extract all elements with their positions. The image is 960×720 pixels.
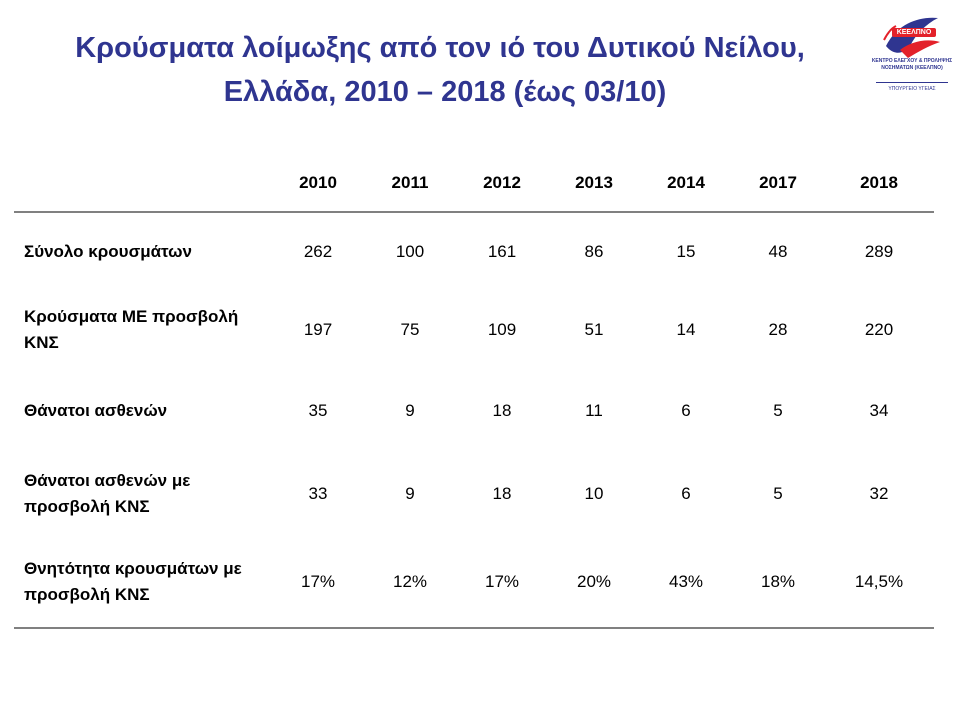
table-cell: 6 bbox=[681, 401, 691, 420]
logo-name: ΚΕΕΛΠΝΟ bbox=[892, 28, 936, 37]
table-cell: 28 bbox=[768, 320, 788, 339]
table-row: Κρούσματα ΜΕ προσβολή ΚΝΣ 197 75 109 51 … bbox=[14, 290, 934, 370]
header-row: 2010 2011 2012 2013 2014 2017 2018 bbox=[14, 155, 934, 213]
table-cell: 197 bbox=[303, 320, 333, 339]
table-cell: 17% bbox=[456, 536, 548, 629]
logo-ministry: ΥΠΟΥΡΓΕΙΟ ΥΓΕΙΑΣ bbox=[888, 86, 936, 92]
table-cell: 20% bbox=[548, 536, 640, 629]
logo-divider bbox=[876, 82, 948, 83]
header-year: 2010 bbox=[272, 155, 364, 213]
table-cell: 17% bbox=[272, 536, 364, 629]
table-cell: 262 bbox=[303, 241, 333, 261]
row-label: Κρούσματα ΜΕ προσβολή ΚΝΣ bbox=[24, 307, 239, 352]
table-cell: 10 bbox=[584, 484, 604, 503]
table-cell: 86 bbox=[584, 241, 604, 261]
slide-title: Κρούσματα λοίμωξης από τον ιό του Δυτικο… bbox=[0, 26, 880, 114]
table-cell: 15 bbox=[676, 241, 696, 261]
header-year: 2011 bbox=[364, 155, 456, 213]
table-cell: 5 bbox=[773, 401, 783, 420]
table-cell: 75 bbox=[400, 320, 420, 339]
keelpno-logo: ΚΕΕΛΠΝΟ ΚΕΝΤΡΟ ΕΛΕΓΧΟΥ & ΠΡΟΛΗΨΗΣ ΝΟΣΗΜΑ… bbox=[866, 6, 958, 98]
table-cell: 100 bbox=[395, 241, 425, 261]
table-cell: 11 bbox=[585, 401, 603, 420]
table-cell: 12% bbox=[364, 536, 456, 629]
table-cell: 18 bbox=[492, 484, 512, 503]
row-label: Θνητότητα κρουσμάτων με προσβολή ΚΝΣ bbox=[14, 536, 272, 629]
table-cell: 51 bbox=[584, 320, 604, 339]
table-cell: 35 bbox=[308, 401, 328, 420]
title-line-1: Κρούσματα λοίμωξης από τον ιό του Δυτικο… bbox=[75, 32, 805, 64]
title-line-2: Ελλάδα, 2010 – 2018 (έως 03/10) bbox=[223, 76, 667, 108]
header-year: 2013 bbox=[548, 155, 640, 213]
wnv-cases-table: 2010 2011 2012 2013 2014 2017 2018 Σύνολ… bbox=[14, 155, 934, 629]
table-cell: 18% bbox=[732, 536, 824, 629]
table-cell: 32 bbox=[869, 484, 889, 503]
row-label: Θάνατοι ασθενών bbox=[24, 401, 168, 420]
table-cell: 9 bbox=[405, 484, 415, 503]
table-cell: 34 bbox=[869, 401, 889, 420]
table-row: Θάνατοι ασθενών 35 9 18 11 6 5 34 bbox=[14, 370, 934, 452]
table-row: Σύνολο κρουσμάτων 262 100 161 86 15 48 2… bbox=[14, 212, 934, 290]
table-row: Θάνατοι ασθενών με προσβολή ΚΝΣ 33 9 18 … bbox=[14, 452, 934, 536]
table-cell: 161 bbox=[487, 241, 517, 261]
header-year: 2012 bbox=[456, 155, 548, 213]
logo-subtitle: ΚΕΝΤΡΟ ΕΛΕΓΧΟΥ & ΠΡΟΛΗΨΗΣ ΝΟΣΗΜΑΤΩΝ (ΚΕΕ… bbox=[871, 58, 953, 71]
table-cell: 48 bbox=[768, 241, 788, 261]
header-year: 2018 bbox=[824, 155, 934, 213]
table-cell: 43% bbox=[640, 536, 732, 629]
table-cell: 5 bbox=[773, 484, 783, 503]
row-label: Σύνολο κρουσμάτων bbox=[24, 241, 192, 261]
row-label: Θάνατοι ασθενών με προσβολή ΚΝΣ bbox=[24, 471, 191, 516]
header-year: 2014 bbox=[640, 155, 732, 213]
table-cell: 18 bbox=[492, 401, 512, 420]
header-year: 2017 bbox=[732, 155, 824, 213]
header-corner bbox=[14, 155, 272, 213]
table-cell: 14 bbox=[676, 320, 696, 339]
table-cell: 289 bbox=[864, 241, 894, 261]
table-cell: 220 bbox=[864, 320, 894, 339]
table-cell: 109 bbox=[487, 320, 517, 339]
table-row: Θνητότητα κρουσμάτων με προσβολή ΚΝΣ 17%… bbox=[14, 536, 934, 629]
table-cell: 6 bbox=[681, 484, 691, 503]
table-cell: 14,5% bbox=[824, 536, 934, 629]
table-cell: 9 bbox=[405, 401, 415, 420]
table-cell: 33 bbox=[308, 484, 328, 503]
